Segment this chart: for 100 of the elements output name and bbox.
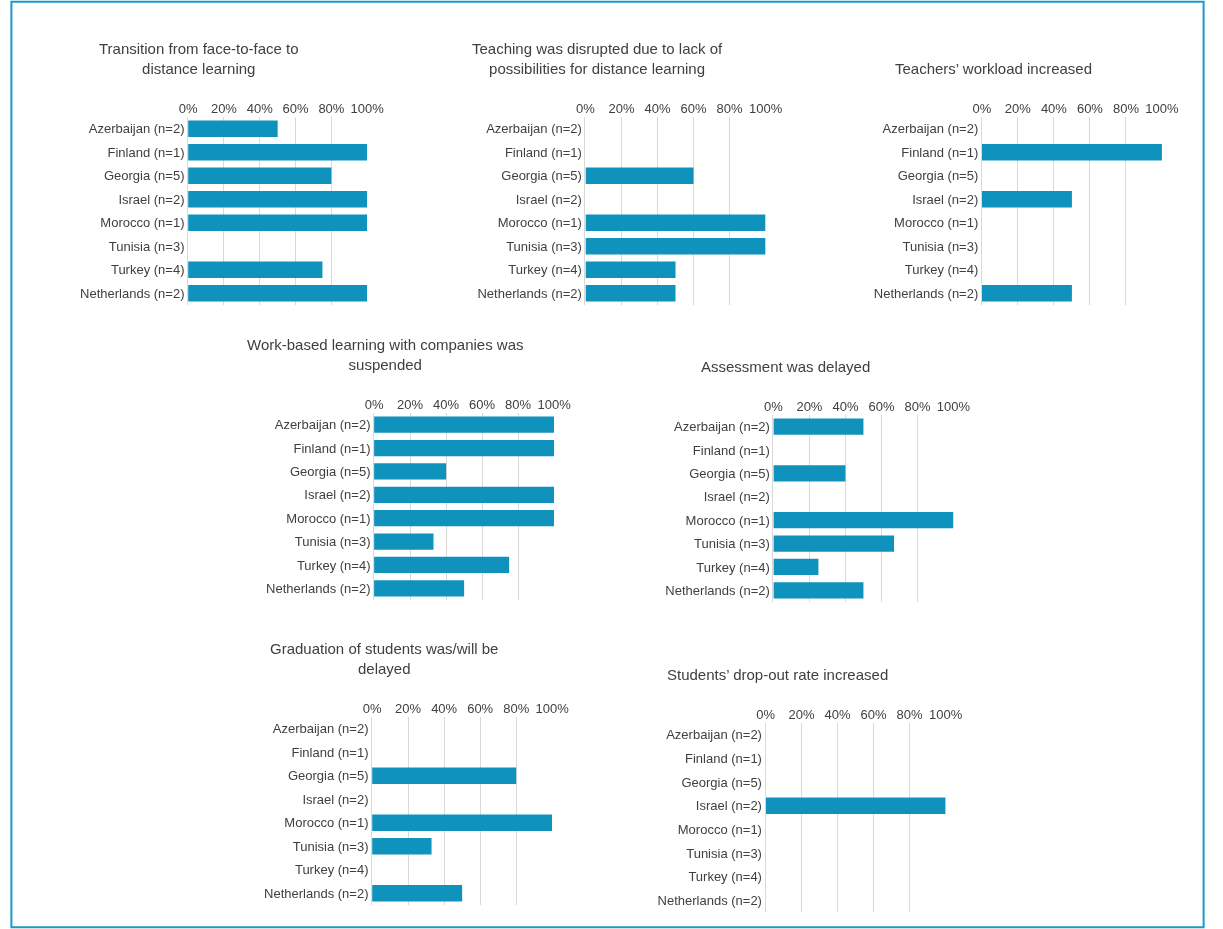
x-tick-label: 100% [936,399,971,415]
bar [188,191,368,208]
y-tick-label: Finland (n=1) [107,144,185,160]
x-tick-label: 80% [716,101,743,117]
x-tick-label: 60% [680,101,707,117]
y-tick-label: Finland (n=1) [901,144,979,160]
x-tick-label: 60% [467,701,494,717]
x-tick-label: 100% [748,101,783,117]
y-tick-label: Israel (n=2) [118,191,185,207]
y-tick-label: Israel (n=2) [302,791,369,807]
x-tick-label: 40% [824,707,852,723]
y-tick-label: Turkey (n=4) [688,869,762,885]
y-tick-label: Israel (n=2) [695,798,762,814]
y-tick-label: Azerbaijan (n=2) [674,419,770,435]
bar [188,144,368,161]
x-tick-label: 20% [397,397,424,413]
y-tick-label: Morocco (n=1) [284,815,369,831]
bar [773,558,819,576]
bar [773,535,895,552]
x-tick-label: 100% [537,397,572,413]
y-tick-label: Turkey (n=4) [294,862,369,878]
x-tick-label: 100% [350,101,385,117]
x-tick-label: 80% [1112,101,1140,117]
x-tick-label: 60% [868,399,895,415]
y-tick-label: Georgia (n=5) [289,463,371,479]
x-tick-label: 0% [756,707,776,723]
x-tick-label: 40% [832,399,859,415]
y-tick-label: Georgia (n=5) [501,168,582,184]
x-tick-label: 80% [896,707,924,723]
y-tick-label: Netherlands (n=2) [477,285,582,301]
y-tick-label: Azerbaijan (n=2) [882,121,979,137]
x-tick-label: 0% [576,101,596,117]
bar [374,533,434,550]
bar [773,512,954,529]
bar [374,439,555,457]
bar [188,261,323,278]
y-tick-label: Netherlands (n=2) [873,285,979,301]
x-tick-label: 0% [364,397,384,413]
bar [188,214,368,231]
y-tick-label: Azerbaijan (n=2) [666,727,762,743]
y-tick-label: Finland (n=1) [291,744,369,760]
y-tick-label: Morocco (n=1) [497,215,582,231]
y-tick-label: Georgia (n=5) [103,168,185,184]
y-tick-label: Finland (n=1) [685,750,762,766]
bar [773,418,864,435]
x-tick-label: 80% [505,397,532,413]
y-tick-label: Netherlands (n=2) [264,885,369,901]
bar [188,167,332,184]
chart-title: Teachers’ workload increased [895,60,1093,77]
chart-title: Work-based learning with companies was suspended [247,336,524,373]
y-tick-label: Tunisia (n=3) [686,845,762,861]
bar [585,214,766,231]
bar [585,285,676,302]
x-tick-label: 100% [1145,101,1180,117]
bar [374,580,465,597]
x-tick-label: 0% [178,101,198,117]
y-tick-label: Morocco (n=1) [894,215,979,231]
x-tick-label: 20% [395,701,422,717]
y-tick-label: Netherlands (n=2) [657,892,762,908]
chart-title: Students’ drop-out rate increased [667,666,889,683]
x-tick-label: 80% [318,101,345,117]
y-tick-label: Turkey (n=4) [696,559,770,575]
y-tick-label: Turkey (n=4) [296,557,371,573]
x-tick-label: 20% [210,101,238,117]
y-tick-label: Israel (n=2) [912,191,979,207]
y-tick-label: Georgia (n=5) [681,774,762,790]
x-tick-label: 40% [433,397,460,413]
x-tick-label: 40% [1040,101,1068,117]
bar [188,285,368,302]
bar [773,582,864,599]
y-tick-label: Morocco (n=1) [286,510,371,526]
y-tick-label: Tunisia (n=3) [694,536,770,552]
bar [585,238,766,255]
x-tick-label: 20% [1004,101,1032,117]
bar [372,814,553,831]
x-tick-label: 20% [796,399,823,415]
x-tick-label: 20% [788,707,816,723]
x-tick-label: 60% [282,101,310,117]
x-tick-label: 40% [246,101,274,117]
bar [374,416,555,433]
y-tick-label: Netherlands (n=2) [266,580,371,596]
bar [374,510,555,527]
bar [773,465,846,482]
x-tick-label: 60% [860,707,888,723]
x-tick-label: 60% [469,397,496,413]
bar [372,838,432,855]
y-tick-label: Finland (n=1) [293,440,371,456]
chart-title: Transition from face-to-face to distance learning [99,40,299,77]
bar [372,885,463,902]
y-tick-label: Turkey (n=4) [110,262,185,278]
x-tick-label: 40% [431,701,458,717]
chart-title: Graduation of students was/will be delayed [270,640,499,677]
chart-title: Teaching was disrupted due to lack of possibilities for distance learning [472,40,723,77]
y-tick-label: Tunisia (n=3) [292,838,369,854]
bar [374,556,510,574]
y-tick-label: Israel (n=2) [515,191,582,207]
y-tick-label: Georgia (n=5) [897,168,979,184]
y-tick-label: Azerbaijan (n=2) [274,417,371,433]
bar [374,463,447,480]
y-tick-label: Turkey (n=4) [508,262,582,278]
